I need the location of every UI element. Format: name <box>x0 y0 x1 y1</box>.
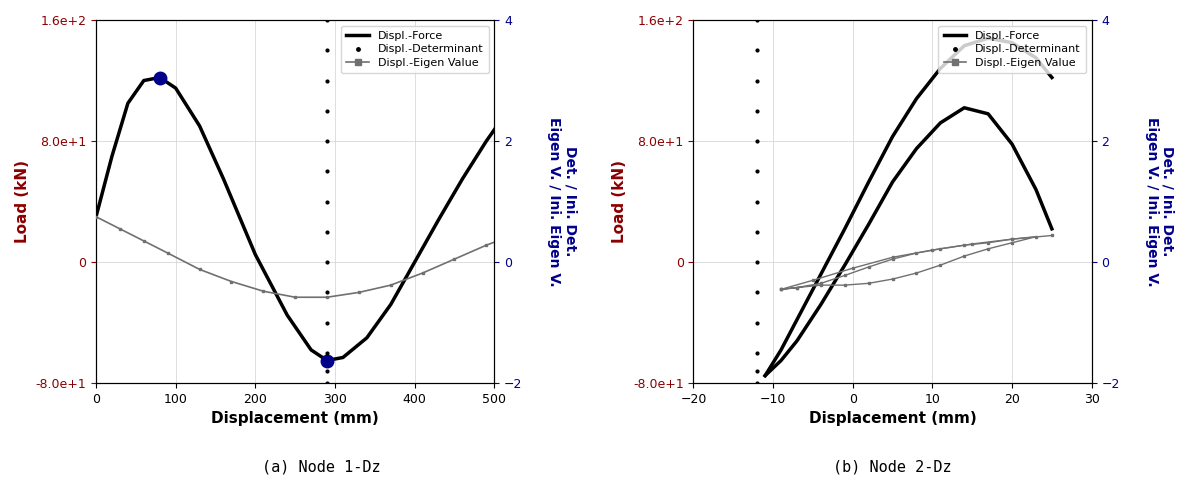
Legend: Displ.-Force, Displ.-Determinant, Displ.-Eigen Value: Displ.-Force, Displ.-Determinant, Displ.… <box>340 25 489 73</box>
Y-axis label: Det. / Ini. Det.
Eigen V. / Ini. Eigen V.: Det. / Ini. Det. Eigen V. / Ini. Eigen V… <box>1145 117 1175 286</box>
Y-axis label: Det. / Ini. Det.
Eigen V. / Ini. Eigen V.: Det. / Ini. Det. Eigen V. / Ini. Eigen V… <box>547 117 577 286</box>
Legend: Displ.-Force, Displ.-Determinant, Displ.-Eigen Value: Displ.-Force, Displ.-Determinant, Displ.… <box>938 25 1086 73</box>
Y-axis label: Load (kN): Load (kN) <box>613 160 627 243</box>
Y-axis label: Load (kN): Load (kN) <box>15 160 30 243</box>
X-axis label: Displacement (mm): Displacement (mm) <box>212 411 380 426</box>
Text: (a) Node 1-Dz: (a) Node 1-Dz <box>262 459 381 474</box>
X-axis label: Displacement (mm): Displacement (mm) <box>809 411 977 426</box>
Text: (b) Node 2-Dz: (b) Node 2-Dz <box>833 459 952 474</box>
